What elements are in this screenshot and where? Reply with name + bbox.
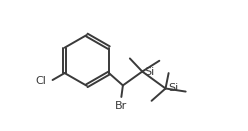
Text: Si: Si xyxy=(168,83,178,94)
Text: Cl: Cl xyxy=(35,76,46,86)
Text: Br: Br xyxy=(115,101,127,111)
Text: Si: Si xyxy=(145,67,155,77)
